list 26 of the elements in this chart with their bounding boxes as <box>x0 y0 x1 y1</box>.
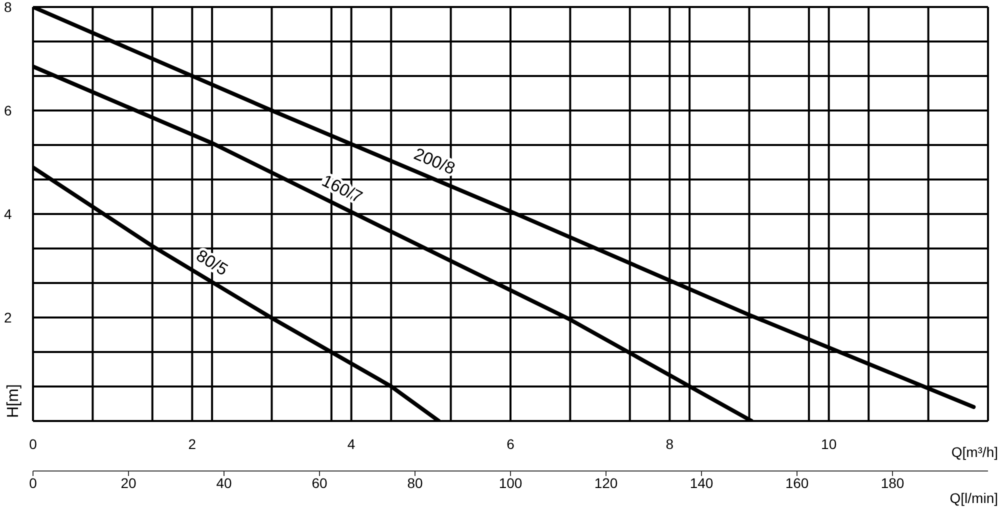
x-tick-label: 0 <box>29 474 38 491</box>
x-tick-label: 20 <box>120 474 136 491</box>
x2-tick-label: 2 <box>188 436 196 452</box>
x2-tick-label: 0 <box>29 436 38 452</box>
x2-tick-label: 10 <box>821 436 837 452</box>
y-axis-title: H[m] <box>5 384 22 418</box>
x-tick-label: 60 <box>312 474 328 491</box>
text: 160/7 <box>318 171 366 207</box>
text: 80/5 <box>192 246 232 280</box>
x2-tick-label: 6 <box>506 436 515 452</box>
x-tick-label: 140 <box>690 474 714 491</box>
x2-axis-title: Q[m³/h] <box>951 444 998 460</box>
x-tick-label: 160 <box>785 474 809 491</box>
x-tick-label: 80 <box>407 474 423 491</box>
y-tick-label: 2 <box>4 309 12 326</box>
x2-tick-label: 8 <box>666 436 674 452</box>
x-axis-title: Q[l/min] <box>950 490 998 506</box>
y-tick-label: 4 <box>4 206 12 222</box>
x-tick-label: 100 <box>498 474 522 491</box>
x-tick-label: 40 <box>216 474 232 491</box>
text: 200/8 <box>411 144 458 178</box>
x2-tick-label: 4 <box>347 436 356 452</box>
y-tick-label: 8 <box>4 0 12 15</box>
x-tick-label: 180 <box>880 474 904 491</box>
x-tick-label: 120 <box>594 474 618 491</box>
y-tick-label: 6 <box>4 102 12 118</box>
